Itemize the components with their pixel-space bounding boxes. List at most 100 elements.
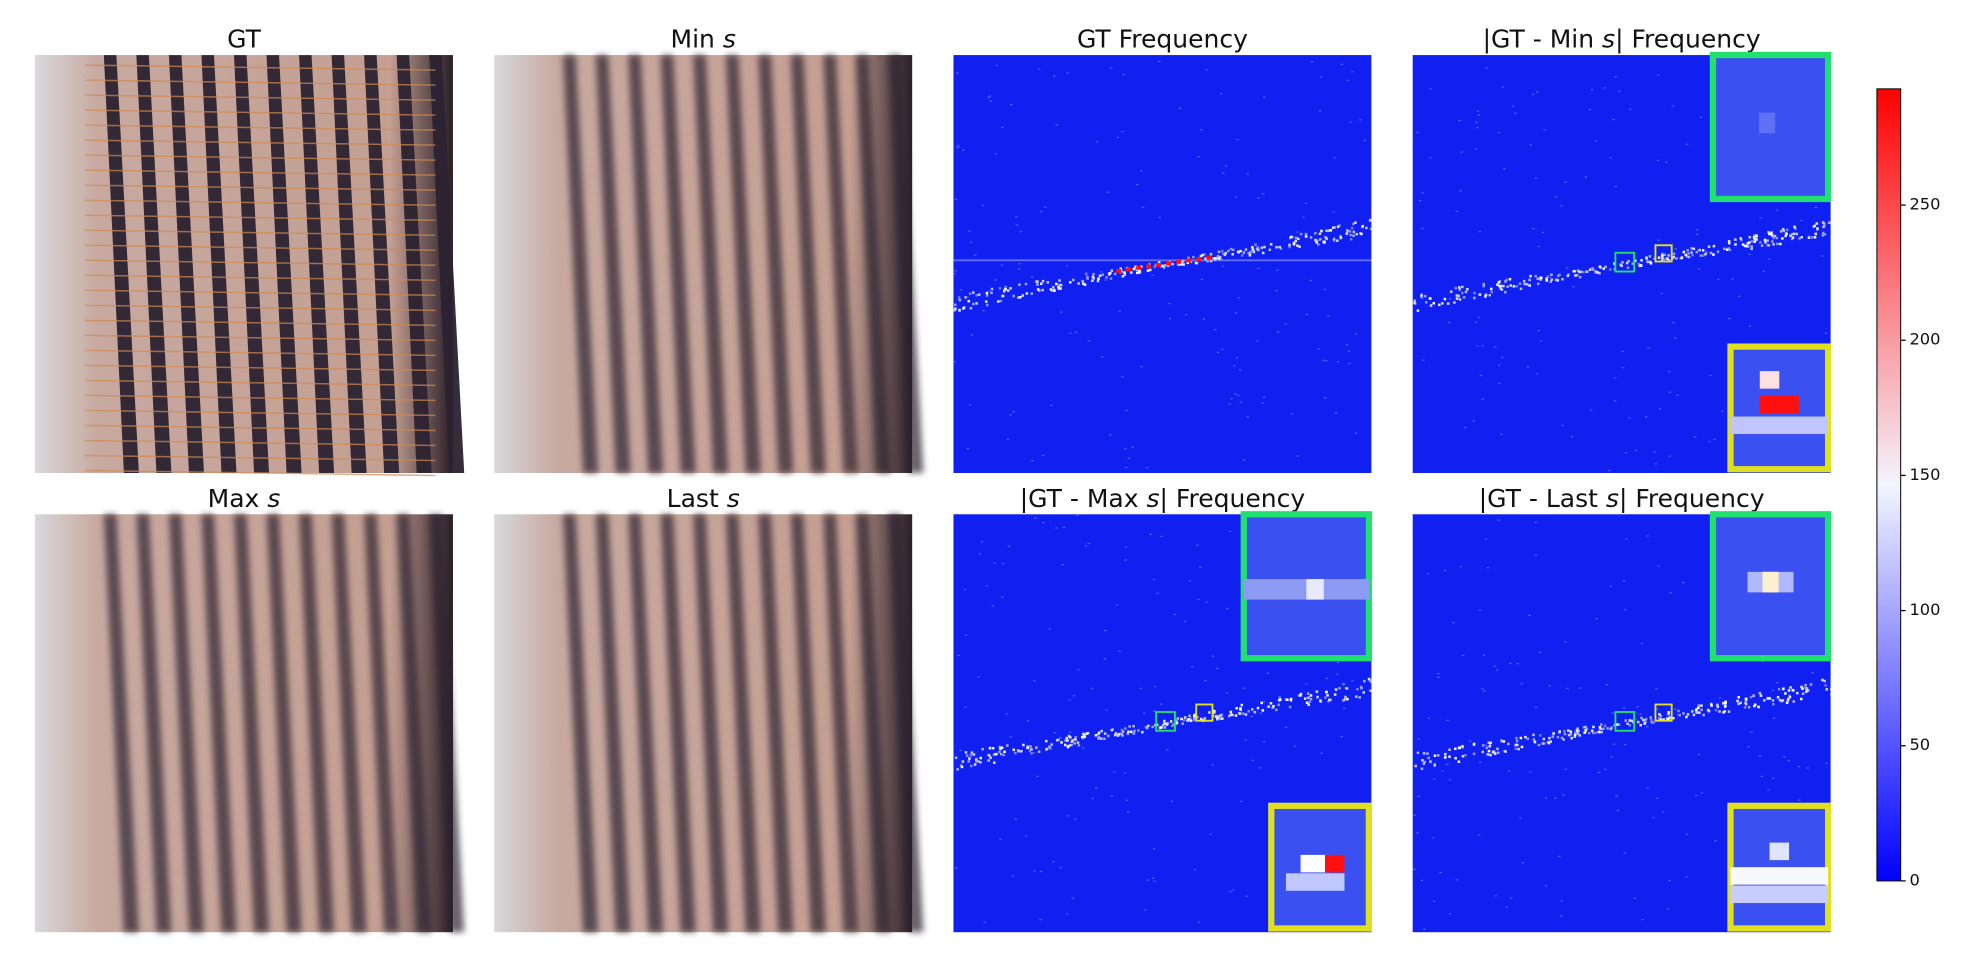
facade-stripe [201, 55, 237, 473]
freq-dot [1188, 714, 1191, 718]
freq-dot [958, 308, 961, 312]
freq-dot [1823, 233, 1827, 236]
freq-noise [1771, 689, 1775, 692]
freq-noise [1005, 713, 1008, 715]
freq-dot [1356, 687, 1359, 691]
facade-stripe [429, 55, 465, 473]
freq-dot [1429, 760, 1432, 764]
freq-dot [1603, 724, 1607, 728]
freq-dot [1686, 713, 1690, 716]
freq-dot [1707, 709, 1711, 713]
panel-image [953, 55, 1373, 473]
freq-dot [1014, 751, 1017, 755]
freq-noise [1605, 684, 1609, 686]
freq-dot [1006, 289, 1010, 292]
freq-dot [1260, 701, 1264, 705]
freq-dot [1464, 754, 1467, 757]
freq-dot [1443, 297, 1447, 301]
freq-dot [1642, 718, 1645, 722]
freq-dot [953, 309, 956, 312]
freq-dot [1500, 288, 1504, 291]
freq-dot [1584, 725, 1587, 729]
freq-noise [969, 241, 973, 243]
freq-dot [1787, 689, 1791, 692]
freq-noise [1200, 129, 1203, 131]
freq-noise [1433, 778, 1436, 780]
freq-noise [1124, 448, 1127, 450]
freq-noise [1153, 685, 1157, 688]
freq-dot [1121, 730, 1125, 733]
freq-noise [1543, 129, 1547, 131]
freq-dot [1768, 697, 1772, 700]
freq-dot [1163, 719, 1166, 723]
freq-dot [1251, 248, 1255, 252]
inset-pixel [1769, 842, 1790, 861]
freq-dot [1630, 719, 1633, 723]
freq-dot [1753, 240, 1756, 244]
freq-dot [1153, 265, 1156, 269]
freq-noise [1484, 538, 1488, 540]
freq-dot [1546, 740, 1550, 744]
freq-dot [1515, 285, 1518, 288]
freq-dot [1172, 722, 1175, 726]
freq-dot [1690, 247, 1693, 250]
freq-dot [1169, 720, 1173, 723]
freq-dot [1545, 279, 1549, 282]
freq-dot [1038, 289, 1041, 292]
freq-noise [1497, 364, 1501, 366]
freq-noise [1718, 697, 1722, 699]
freq-dot [1748, 241, 1751, 244]
inset-pixel [1759, 395, 1799, 414]
freq-noise [1221, 265, 1225, 267]
freq-dot [1744, 701, 1747, 704]
freq-dot [1074, 735, 1077, 739]
freq-noise [1153, 710, 1156, 712]
window-row [85, 394, 436, 402]
freq-noise [1359, 119, 1362, 121]
freq-noise [1276, 331, 1280, 333]
freq-dot [1119, 267, 1123, 270]
freq-dot [993, 761, 996, 764]
freq-noise [1636, 706, 1639, 708]
freq-dot [992, 753, 996, 756]
freq-dot [1214, 257, 1217, 260]
freq-dot [961, 760, 965, 763]
freq-dot [1830, 688, 1833, 691]
freq-dot [1082, 282, 1085, 285]
freq-dot [1229, 710, 1233, 714]
freq-dot [1325, 229, 1328, 233]
freq-noise [1091, 797, 1094, 800]
freq-dot [1722, 711, 1725, 714]
freq-dot [1600, 730, 1604, 734]
freq-noise [964, 706, 967, 708]
freq-dot [1744, 244, 1748, 248]
freq-noise [1091, 687, 1094, 690]
freq-dot [1324, 696, 1327, 699]
freq-dot [1801, 687, 1804, 690]
freq-noise [1131, 446, 1134, 448]
freq-dot [1830, 693, 1833, 696]
panel-image [1412, 511, 1833, 933]
freq-noise [1548, 276, 1552, 278]
freq-dot [1584, 730, 1587, 733]
freq-dot [1779, 230, 1783, 233]
freq-dot [1429, 304, 1433, 307]
freq-dot [1175, 721, 1179, 725]
freq-dot [1073, 738, 1077, 741]
freq-dot [1529, 274, 1532, 278]
freq-noise [1222, 172, 1225, 174]
freq-noise [1068, 699, 1071, 701]
facade-stripe [628, 55, 664, 473]
freq-noise [1624, 609, 1627, 611]
freq-dot [1320, 229, 1323, 233]
freq-noise [1055, 124, 1058, 126]
freq-noise [1768, 258, 1771, 260]
freq-dot [1781, 237, 1784, 240]
freq-dot [1771, 240, 1774, 243]
freq-noise [1463, 426, 1467, 429]
freq-dot [1339, 236, 1343, 240]
freq-dot [1252, 250, 1256, 254]
freq-noise [1589, 409, 1593, 411]
freq-noise [993, 562, 996, 564]
freq-dot [1748, 235, 1752, 239]
